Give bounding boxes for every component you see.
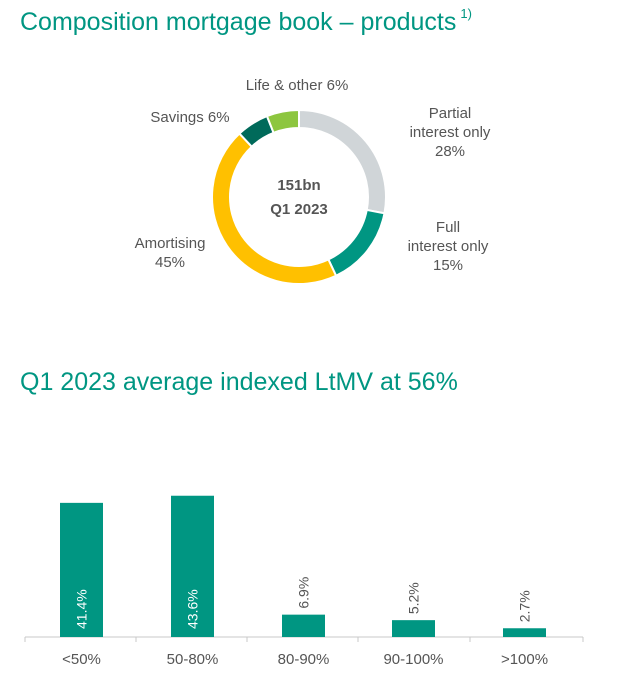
bar-title: Q1 2023 average indexed LtMV at 56%	[20, 368, 458, 396]
bar	[503, 628, 546, 637]
footnote-marker: 1)	[460, 6, 472, 21]
slice-label: Full	[436, 219, 460, 236]
donut-slice	[265, 108, 300, 135]
x-tick-label: 90-100%	[383, 651, 443, 668]
x-tick-label: 50-80%	[167, 651, 219, 668]
bar-data-label: 41.4%	[74, 589, 90, 629]
slice-label: 45%	[155, 254, 185, 271]
center-label: 151bn	[277, 177, 320, 194]
slice-label: interest only	[410, 124, 491, 141]
bar-data-label: 5.2%	[406, 582, 422, 614]
x-tick-label: <50%	[62, 651, 101, 668]
center-label: Q1 2023	[270, 201, 328, 218]
slice-label: Savings 6%	[150, 109, 229, 126]
bar-data-label: 6.9%	[296, 577, 312, 609]
slice-label: 28%	[435, 143, 465, 160]
slice-label: Partial	[429, 105, 472, 122]
slice-label: Life & other 6%	[246, 77, 349, 94]
slice-label: interest only	[408, 238, 489, 255]
donut-slice	[298, 108, 387, 215]
bar	[60, 502, 103, 637]
x-tick-label: >100%	[501, 651, 548, 668]
bar-data-label: 43.6%	[185, 589, 201, 629]
bar	[282, 614, 325, 637]
donut-slice	[327, 208, 386, 278]
x-tick-label: 80-90%	[278, 651, 330, 668]
bar	[171, 495, 214, 637]
donut-title: Composition mortgage book – products 1)	[20, 6, 472, 36]
slice-label: 15%	[433, 257, 463, 274]
bar	[392, 620, 435, 637]
slice-label: Amortising	[135, 235, 206, 252]
bar-data-label: 2.7%	[517, 590, 533, 622]
